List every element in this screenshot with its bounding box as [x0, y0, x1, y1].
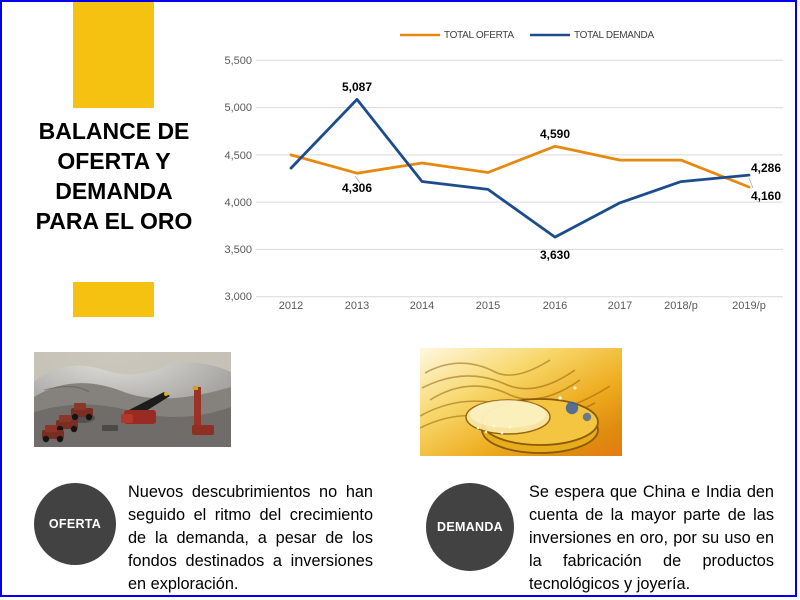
svg-text:4,160: 4,160: [751, 189, 781, 203]
svg-text:2015: 2015: [476, 300, 500, 312]
svg-text:5,000: 5,000: [224, 102, 252, 114]
svg-text:2019/p: 2019/p: [732, 300, 766, 312]
svg-text:2017: 2017: [608, 300, 632, 312]
svg-text:5,500: 5,500: [224, 55, 252, 67]
svg-text:TOTAL OFERTA: TOTAL OFERTA: [444, 30, 514, 41]
svg-text:2014: 2014: [410, 300, 434, 312]
svg-text:TOTAL DEMANDA: TOTAL DEMANDA: [574, 30, 654, 41]
svg-text:4,286: 4,286: [751, 161, 781, 175]
svg-text:2013: 2013: [345, 300, 369, 312]
svg-text:3,630: 3,630: [540, 248, 570, 262]
svg-text:5,087: 5,087: [342, 80, 372, 94]
svg-text:3,000: 3,000: [224, 291, 252, 303]
svg-text:4,590: 4,590: [540, 127, 570, 141]
svg-text:2012: 2012: [279, 300, 303, 312]
svg-text:4,500: 4,500: [224, 150, 252, 162]
svg-text:2016: 2016: [543, 300, 567, 312]
svg-text:3,500: 3,500: [224, 244, 252, 256]
svg-text:4,306: 4,306: [342, 181, 372, 195]
svg-text:2018/p: 2018/p: [664, 300, 698, 312]
svg-text:4,000: 4,000: [224, 197, 252, 209]
